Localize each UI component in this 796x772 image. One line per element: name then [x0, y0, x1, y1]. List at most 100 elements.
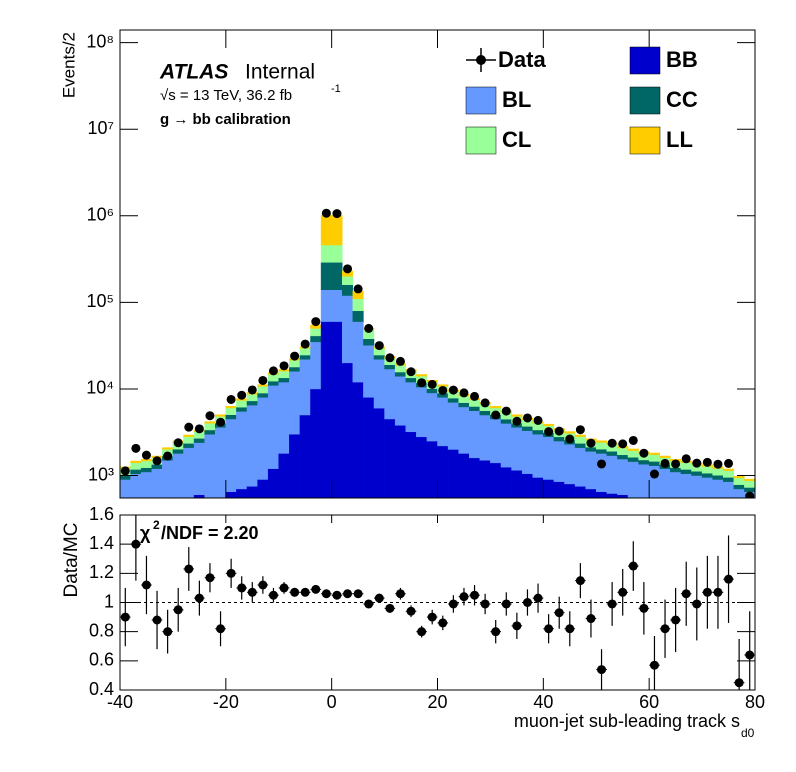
- stack-segment: [648, 452, 661, 455]
- stack-segment: [627, 450, 639, 458]
- stack-segment: [627, 448, 639, 451]
- stack-segment: [574, 486, 586, 498]
- stack-segment: [257, 392, 269, 398]
- data-point: [533, 415, 543, 425]
- stack-segment: [723, 470, 735, 478]
- stack-segment: [596, 448, 608, 454]
- stack-segment: [585, 451, 597, 490]
- ratio-point: [279, 583, 289, 593]
- stack-segment: [733, 477, 745, 485]
- legend-swatch: [629, 86, 661, 115]
- data-point: [597, 459, 607, 469]
- stack-segment: [373, 407, 385, 498]
- y-axis-label: Events/2: [59, 32, 78, 98]
- stack-segment: [479, 414, 491, 461]
- ratio-point: [607, 599, 617, 609]
- ratio-point: [321, 589, 331, 599]
- ratio-point: [575, 576, 585, 586]
- data-point: [205, 411, 215, 421]
- data-point: [279, 361, 289, 371]
- stack-segment: [331, 262, 343, 290]
- stack-segment: [236, 400, 248, 408]
- ratio-point: [216, 624, 226, 634]
- stack-segment: [469, 406, 481, 411]
- stack-segment: [130, 473, 142, 498]
- axes: 10³ 10⁴ 10⁵ 10⁶ 10⁷ 10⁸ Data BB BL CC CL LL 0.4 0.6 0.…: [86, 30, 765, 712]
- y-tick-label: 1: [104, 591, 114, 611]
- ratio-point: [628, 561, 638, 571]
- stack-segment: [257, 479, 269, 498]
- stack-segment: [543, 436, 555, 480]
- stack-segment: [596, 491, 608, 498]
- data-point: [417, 378, 427, 388]
- y-tick-label: 10⁵: [87, 291, 114, 311]
- stack-segment: [648, 454, 661, 462]
- data-point: [692, 458, 702, 468]
- ratio-y-axis-label: Data/MC: [61, 523, 82, 598]
- stack-segment: [257, 397, 269, 480]
- stack-segment: [532, 429, 544, 435]
- stack-segment: [617, 447, 629, 456]
- data-point: [332, 209, 342, 219]
- stack-segment: [320, 262, 332, 290]
- legend-label: CL: [502, 127, 531, 152]
- x-tick-label: 80: [745, 692, 765, 712]
- stack-segment: [553, 436, 565, 442]
- chi-text: /NDF = 2.20: [161, 523, 259, 543]
- stack-segment: [257, 386, 269, 394]
- stack-segment: [120, 479, 131, 498]
- stack-segment: [606, 493, 618, 498]
- ratio-point: [364, 599, 374, 609]
- stack-segment: [215, 427, 227, 498]
- data-point: [713, 459, 723, 469]
- data-point: [639, 448, 649, 458]
- stack-segment: [204, 433, 216, 498]
- stack-segment: [140, 460, 153, 468]
- data-point: [618, 439, 628, 449]
- data-point: [544, 427, 554, 437]
- stack-segment: [553, 440, 565, 482]
- stack-segment: [394, 376, 406, 426]
- stack-segment: [373, 354, 385, 360]
- stack-segment: [162, 447, 174, 450]
- stack-segment: [490, 462, 502, 498]
- stack-segment: [564, 431, 576, 434]
- legend-label: Data: [498, 47, 546, 72]
- stack-segment: [701, 472, 713, 478]
- data-point: [152, 456, 162, 466]
- stack-segment: [426, 388, 438, 394]
- energy-exponent: -1: [331, 83, 341, 95]
- ratio-point: [406, 606, 416, 616]
- stack-segment: [320, 215, 332, 246]
- data-point: [702, 457, 712, 467]
- stack-segment: [193, 442, 205, 495]
- data-point: [385, 353, 395, 363]
- stack-segment: [299, 414, 311, 498]
- ratio-point: [205, 573, 215, 583]
- legend-label: LL: [666, 127, 693, 152]
- y-tick-label: 1.4: [89, 533, 114, 553]
- stack-segment: [648, 461, 661, 466]
- stack-segment: [744, 487, 755, 492]
- ratio-point: [713, 587, 723, 597]
- data-point: [300, 339, 310, 349]
- stack-segment: [331, 321, 343, 498]
- stack-segment: [680, 469, 692, 474]
- stack-segment: [204, 429, 216, 435]
- stack-segment: [723, 481, 735, 498]
- stack-segment: [574, 443, 586, 448]
- stack-segment: [532, 477, 544, 498]
- data-point: [480, 398, 490, 408]
- stack-segment: [416, 374, 428, 377]
- stack-segment: [278, 370, 290, 379]
- stack-segment: [236, 411, 248, 490]
- ratio-point: [237, 583, 247, 593]
- stack-segment: [606, 451, 618, 456]
- stack-segment: [447, 449, 459, 498]
- bottom-frame: [119, 514, 756, 691]
- ratio-point: [681, 589, 691, 599]
- data-point: [438, 385, 448, 395]
- data-point: [290, 351, 300, 361]
- stack-segment: [267, 385, 279, 469]
- stack-segment: [162, 460, 174, 498]
